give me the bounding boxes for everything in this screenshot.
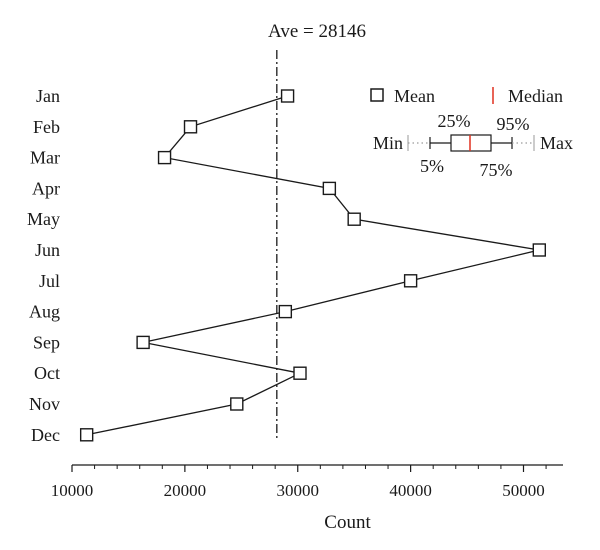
legend-p95-label: 95% [497, 114, 530, 134]
mean-point-marker [136, 335, 150, 350]
x-tick-label: 40000 [389, 481, 432, 500]
legend-p25-label: 25% [438, 111, 471, 131]
x-tick-label: 30000 [276, 481, 319, 500]
x-tick-label: 50000 [502, 481, 545, 500]
x-tick-label: 20000 [164, 481, 207, 500]
mean-point-marker [532, 243, 546, 257]
legend-max-label: Max [540, 133, 573, 153]
mean-point-marker [293, 366, 307, 380]
legend-boxplot-glyph [407, 134, 535, 152]
mean-point-marker [230, 397, 244, 411]
y-category-label: Mar [30, 148, 60, 168]
mean-point-marker [347, 212, 361, 226]
legend-min-label: Min [373, 133, 403, 153]
mean-point-marker [183, 120, 198, 134]
mean-point-marker [403, 274, 418, 288]
mean-point-marker [280, 89, 295, 103]
mean-point-marker [79, 428, 94, 442]
x-axis-title: Count [324, 512, 371, 533]
y-category-label: Nov [29, 394, 60, 414]
legend-p5-label: 5% [420, 156, 444, 176]
legend-median-label: Median [508, 86, 563, 106]
legend: Mean Median 25% 95% Min Max 5% 75% [370, 86, 573, 180]
y-category-label: Aug [29, 302, 60, 322]
y-category-label: Apr [32, 178, 60, 198]
mean-point-marker [278, 304, 293, 319]
mean-point-marker [322, 181, 337, 196]
mean-point-marker [157, 150, 172, 165]
legend-mean-marker [370, 88, 384, 102]
y-category-label: Dec [31, 425, 60, 445]
y-category-label: Jan [36, 86, 60, 106]
legend-iqr-box [450, 134, 492, 152]
x-tick-label: 10000 [51, 481, 94, 500]
plot-area: 10000 20000 30000 40000 50000 Count Jan Feb Mar A… [27, 50, 563, 533]
y-category-label: Sep [33, 332, 60, 352]
y-category-label: Oct [34, 363, 60, 383]
y-category-label: May [27, 209, 60, 229]
legend-p75-label: 75% [480, 160, 513, 180]
legend-mean-label: Mean [394, 86, 435, 106]
y-category-label: Jul [39, 271, 60, 291]
y-category-label: Jun [35, 240, 60, 260]
chart-title: Ave = 28146 [268, 21, 366, 42]
y-category-label: Feb [33, 117, 60, 137]
